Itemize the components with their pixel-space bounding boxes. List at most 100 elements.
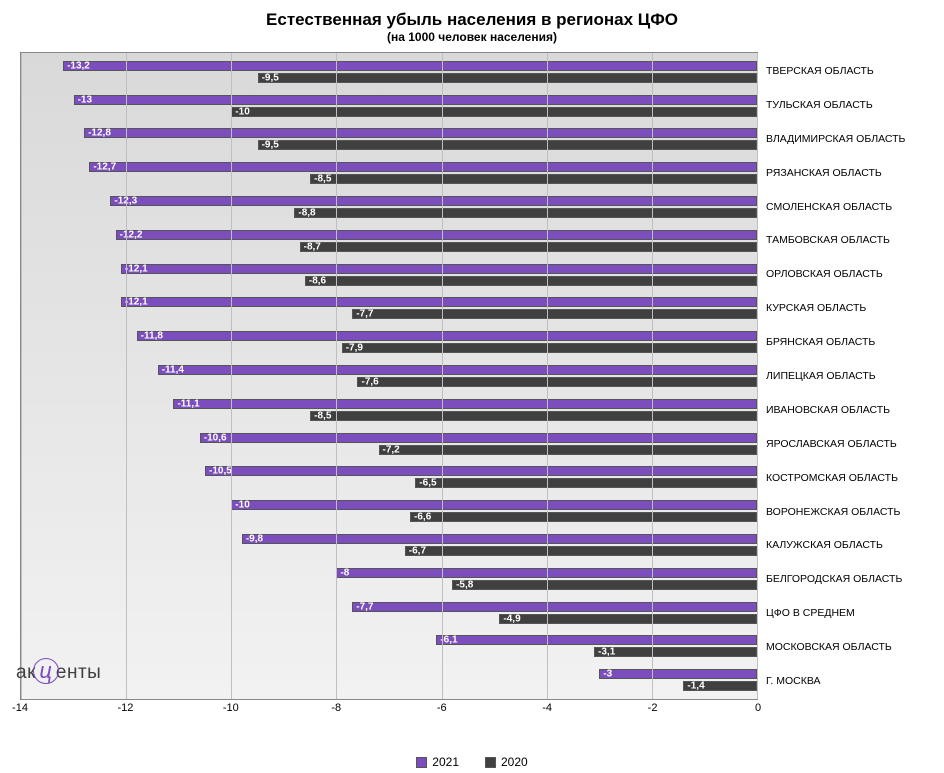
bar-2020: -10 (21, 107, 757, 117)
bar-value-label: -12,8 (88, 128, 111, 139)
bar-2020: -8,7 (21, 242, 757, 252)
bar-value-label: -11,1 (177, 398, 199, 409)
table-row: -13,2-9,5 (21, 55, 757, 89)
grid-line (547, 53, 548, 699)
bar-2020: -7,6 (21, 377, 757, 387)
legend-swatch-2020 (485, 757, 496, 768)
bar-2021: -12,2 (21, 230, 757, 240)
y-axis-category-label: ТВЕРСКАЯ ОБЛАСТЬ (760, 54, 944, 88)
bar-value-label: -11,8 (141, 331, 163, 342)
y-axis-category-label: ЯРОСЛАВСКАЯ ОБЛАСТЬ (760, 427, 944, 461)
bar-2020: -8,8 (21, 208, 757, 218)
bar-value-label: -7,7 (356, 601, 373, 612)
y-axis-category-label: ТУЛЬСКАЯ ОБЛАСТЬ (760, 88, 944, 122)
y-axis-category-label: ВЛАДИМИРСКАЯ ОБЛАСТЬ (760, 122, 944, 156)
legend-label-2021: 2021 (432, 755, 459, 769)
table-row: -12,1-7,7 (21, 292, 757, 326)
bar-value-label: -12,1 (125, 297, 148, 308)
legend-item-2020: 2020 (485, 755, 528, 769)
bar-2021: -12,1 (21, 297, 757, 307)
bar-value-label: -1,4 (687, 681, 704, 692)
y-axis-category-label: МОСКОВСКАЯ ОБЛАСТЬ (760, 630, 944, 664)
y-axis-category-label: СМОЛЕНСКАЯ ОБЛАСТЬ (760, 190, 944, 224)
bar-2020: -7,2 (21, 445, 757, 455)
bar-2021: -11,1 (21, 399, 757, 409)
bar-value-label: -12,1 (125, 263, 148, 274)
bar-2021: -12,8 (21, 128, 757, 138)
bar-2020: -8,5 (21, 174, 757, 184)
bar-2020: -3,1 (21, 647, 757, 657)
x-tick-label: -8 (331, 702, 341, 714)
bar-2021: -10,5 (21, 466, 757, 476)
bar-value-label: -8,7 (304, 241, 321, 252)
bar-value-label: -5,8 (456, 579, 473, 590)
bar-2020: -8,6 (21, 276, 757, 286)
bar-2020: -4,9 (21, 614, 757, 624)
y-axis-category-label: Г. МОСКВА (760, 664, 944, 698)
grid-line (442, 53, 443, 699)
logo-post: енты (56, 662, 101, 683)
bar-value-label: -3 (603, 669, 612, 680)
bar-value-label: -7,2 (383, 444, 400, 455)
table-row: -6,1 -3,1 (21, 630, 757, 664)
y-axis-category-label: БЕЛГОРОДСКАЯ ОБЛАСТЬ (760, 562, 944, 596)
bar-value-label: -12,2 (120, 229, 143, 240)
table-row: -9,8-6,7 (21, 528, 757, 562)
grid-line (126, 53, 127, 699)
chart-container: Естественная убыль населения в регионах … (0, 0, 944, 773)
table-row: -12,2 -8,7 (21, 224, 757, 258)
table-row: -10-6,6 (21, 494, 757, 528)
y-axis-category-label: КУРСКАЯ ОБЛАСТЬ (760, 291, 944, 325)
x-tick-label: -4 (542, 702, 552, 714)
logo: акценты (16, 660, 101, 686)
bar-value-label: -10 (235, 106, 249, 117)
table-row: -11,8-7,9 (21, 325, 757, 359)
bar-rows: -13,2-9,5-13-10-12,8-9,5-12,7-8,5-12,3-8… (21, 55, 757, 697)
legend: 2021 2020 (0, 755, 944, 769)
y-axis-labels: ТВЕРСКАЯ ОБЛАСТЬТУЛЬСКАЯ ОБЛАСТЬВЛАДИМИР… (760, 52, 944, 700)
x-tick-label: -2 (648, 702, 658, 714)
y-axis-category-label: БРЯНСКАЯ ОБЛАСТЬ (760, 325, 944, 359)
bar-value-label: -13 (78, 94, 92, 105)
chart-title: Естественная убыль населения в регионах … (0, 10, 944, 30)
y-axis-category-label: ТАМБОВСКАЯ ОБЛАСТЬ (760, 223, 944, 257)
bar-2021: -10 (21, 500, 757, 510)
bar-value-label: -6,1 (440, 635, 457, 646)
y-axis-category-label: ИВАНОВСКАЯ ОБЛАСТЬ (760, 393, 944, 427)
table-row: -8 -5,8 (21, 562, 757, 596)
grid-line (336, 53, 337, 699)
bar-2021: -3 (21, 669, 757, 679)
legend-swatch-2021 (416, 757, 427, 768)
bar-value-label: -10 (235, 500, 249, 511)
bar-2020: -7,7 (21, 309, 757, 319)
bar-2020: -9,5 (21, 73, 757, 83)
y-axis-category-label: РЯЗАНСКАЯ ОБЛАСТЬ (760, 156, 944, 190)
table-row: -12,1 -8,6 (21, 258, 757, 292)
bar-value-label: -10,6 (204, 432, 227, 443)
grid-line (652, 53, 653, 699)
y-axis-category-label: ВОРОНЕЖСКАЯ ОБЛАСТЬ (760, 495, 944, 529)
bar-value-label: -9,5 (262, 72, 279, 83)
y-axis-category-label: ЛИПЕЦКАЯ ОБЛАСТЬ (760, 359, 944, 393)
bar-2021: -6,1 (21, 635, 757, 645)
bar-value-label: -4,9 (503, 613, 520, 624)
y-axis-category-label: ОРЛОВСКАЯ ОБЛАСТЬ (760, 257, 944, 291)
x-tick-label: -10 (223, 702, 239, 714)
bar-value-label: -9,8 (246, 534, 263, 545)
bar-2020: -1,4 (21, 681, 757, 691)
table-row: -12,8-9,5 (21, 123, 757, 157)
grid-line (231, 53, 232, 699)
bar-value-label: -8,5 (314, 410, 331, 421)
bar-2021: -8 (21, 568, 757, 578)
bar-2020: -5,8 (21, 580, 757, 590)
bar-value-label: -8 (340, 567, 349, 578)
chart-subtitle: (на 1000 человек населения) (0, 30, 944, 44)
bar-value-label: -3,1 (598, 647, 615, 658)
x-tick-label: 0 (755, 702, 761, 714)
x-axis: -14-12-10-8-6-4-20 (20, 700, 758, 722)
grid-line (757, 53, 758, 699)
bar-value-label: -12,7 (93, 162, 116, 173)
bar-2021: -12,3 (21, 196, 757, 206)
bar-2021: -12,7 (21, 162, 757, 172)
legend-item-2021: 2021 (416, 755, 459, 769)
